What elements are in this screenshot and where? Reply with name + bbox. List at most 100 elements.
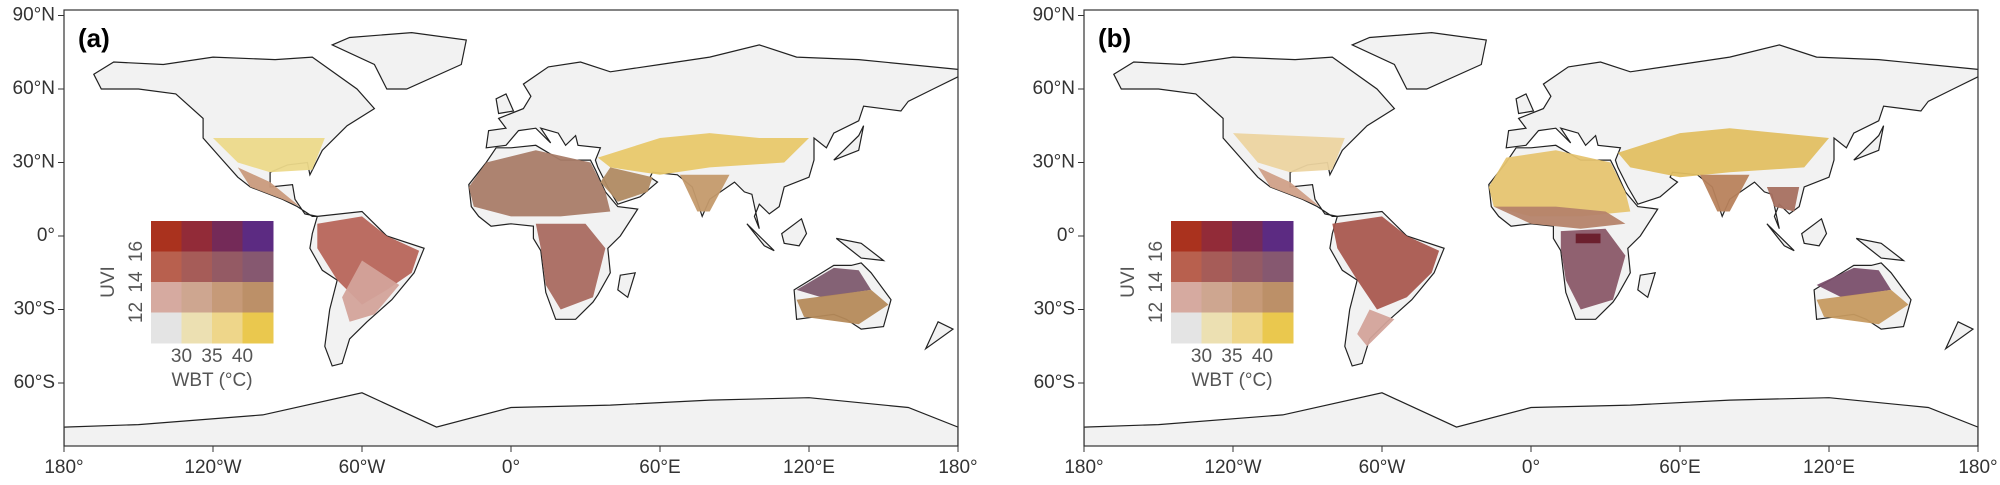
land — [617, 272, 637, 299]
legend-y-label: 12 — [126, 302, 147, 323]
legend-cell — [212, 312, 243, 344]
lat-label: 0° — [1057, 225, 1075, 246]
land — [1350, 31, 1488, 90]
legend-cell — [151, 282, 182, 313]
risk-region — [796, 289, 889, 325]
lat-label: 60°S — [1034, 372, 1075, 393]
risk-region — [1575, 233, 1601, 244]
legend-cell — [151, 221, 182, 252]
land — [1944, 320, 1975, 351]
lat-label: 30°N — [13, 152, 55, 173]
risk-region — [1617, 128, 1829, 178]
land — [495, 93, 515, 115]
legend-cell — [1232, 221, 1263, 252]
lon-label: 120°E — [783, 457, 835, 478]
legend-cell — [151, 312, 182, 344]
lon-label: 180° — [44, 457, 83, 478]
land — [1855, 237, 1906, 262]
legend-x-label: 30 — [171, 346, 192, 367]
legend-cell — [1201, 251, 1233, 283]
legend-cell — [1262, 221, 1294, 252]
legend-cell — [1262, 251, 1294, 283]
legend-cell — [181, 251, 213, 283]
lon-label: 180° — [1064, 457, 1103, 478]
legend-cell — [1262, 312, 1294, 344]
risk-region — [679, 174, 730, 212]
land — [1084, 392, 1978, 446]
legend-cell — [181, 282, 213, 313]
lon-label: 60°E — [1659, 457, 1700, 478]
lon-label: 120°E — [1803, 457, 1855, 478]
map-layer — [1084, 31, 1978, 446]
risk-region — [1332, 216, 1440, 310]
land — [833, 125, 865, 161]
legend-cell — [1171, 312, 1202, 344]
risk-region — [342, 260, 400, 322]
risk-region — [535, 223, 606, 310]
legend-y-label: 12 — [1146, 302, 1167, 323]
land — [1515, 93, 1535, 115]
map-layer — [64, 31, 958, 446]
lat-label: 0° — [37, 225, 55, 246]
lon-label: 0° — [502, 457, 520, 478]
legend-cell — [1262, 282, 1294, 313]
panel-label: (b) — [1098, 23, 1131, 53]
lon-label: 120°W — [1204, 457, 1261, 478]
legend-cell — [1232, 251, 1263, 283]
risk-region — [600, 167, 653, 202]
legend-y-label: 14 — [1146, 271, 1167, 293]
legend-cell — [212, 221, 243, 252]
legend-y-label: 16 — [126, 241, 147, 262]
legend-y-title: UVI — [1118, 266, 1139, 298]
legend-x-label: 40 — [1252, 346, 1273, 367]
legend: 30 35 40 WBT (°C) 12 14 16 UVI — [1118, 221, 1294, 391]
lat-label: 30°S — [1034, 299, 1075, 320]
legend-cell — [242, 282, 274, 313]
legend-cell — [242, 251, 274, 283]
land — [1853, 125, 1885, 161]
legend: 30 35 40 WBT (°C) 12 14 16 UVI — [98, 221, 274, 391]
legend-cell — [1201, 312, 1233, 344]
legend-cell — [1232, 312, 1263, 344]
risk-region — [1233, 133, 1345, 173]
legend-cell — [181, 312, 213, 344]
legend-x-title: WBT (°C) — [1191, 370, 1272, 391]
legend-cell — [212, 282, 243, 313]
lon-label: 180° — [938, 457, 977, 478]
legend-cell — [242, 312, 274, 344]
lat-label: 90°N — [1033, 5, 1075, 26]
risk-region — [796, 267, 872, 298]
risk-region — [1560, 228, 1626, 310]
risk-region — [597, 133, 809, 175]
risk-region — [1493, 206, 1626, 229]
land — [746, 223, 775, 252]
legend-x-label: 40 — [232, 346, 253, 367]
land — [330, 31, 468, 90]
legend-y-label: 16 — [1146, 241, 1167, 262]
legend-cell — [1201, 221, 1233, 252]
lat-label: 30°S — [14, 299, 55, 320]
legend-x-title: WBT (°C) — [171, 370, 252, 391]
risk-region — [1816, 289, 1909, 325]
lat-label: 60°S — [14, 372, 55, 393]
lon-label: 60°E — [639, 457, 680, 478]
legend-cell — [1171, 221, 1202, 252]
risk-region — [1488, 150, 1631, 217]
land — [1766, 223, 1795, 252]
land — [781, 217, 808, 247]
lon-label: 0° — [1522, 457, 1540, 478]
legend-y-label: 14 — [126, 271, 147, 293]
risk-region — [1766, 187, 1800, 212]
lon-label: 120°W — [184, 457, 241, 478]
legend-cell — [212, 251, 243, 283]
lat-label: 90°N — [13, 5, 55, 26]
land — [1637, 272, 1657, 299]
legend-cell — [151, 251, 182, 283]
legend-cell — [181, 221, 213, 252]
map-panel: (a) 90°N 60°N 30°N 0° 30°S 60°S 180° 120°W 60°W 0°… — [13, 5, 978, 479]
risk-region — [1257, 167, 1320, 207]
legend-x-label: 35 — [1221, 346, 1242, 367]
legend-y-title: UVI — [98, 266, 119, 298]
land — [924, 320, 955, 351]
